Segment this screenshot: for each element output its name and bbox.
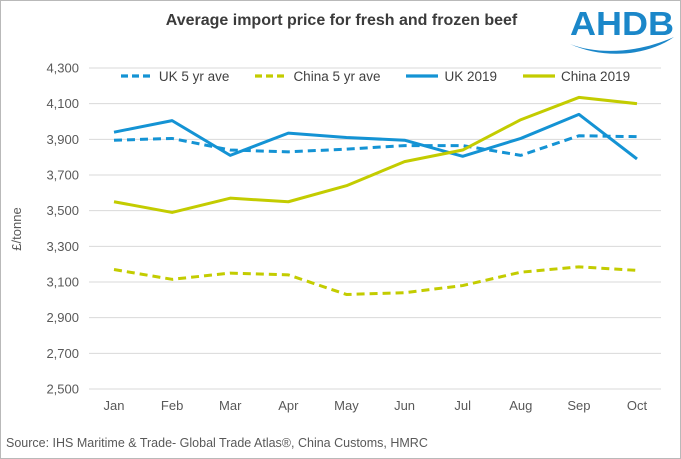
source-note: Source: IHS Maritime & Trade- Global Tra… <box>6 436 428 450</box>
x-tick-label: Jun <box>394 398 415 413</box>
y-tick-label: 3,900 <box>46 132 79 147</box>
y-tick-label: 2,500 <box>46 382 79 397</box>
series-line-uk-5-yr-ave <box>113 134 638 157</box>
legend-item-uk-2019: UK 2019 <box>405 69 497 84</box>
y-tick-label: 4,100 <box>46 96 79 111</box>
legend-item-china-2019: China 2019 <box>522 69 630 84</box>
legend-key-line <box>120 74 153 78</box>
y-tick-label: 3,300 <box>46 239 79 254</box>
x-tick-label: Jan <box>104 398 125 413</box>
chart-title-wrap: Average import price for fresh and froze… <box>1 10 680 31</box>
y-tick-label: 3,500 <box>46 203 79 218</box>
x-tick-label: Oct <box>627 398 648 413</box>
y-axis-title: £/tonne <box>9 207 24 251</box>
y-tick-label: 3,700 <box>46 168 79 183</box>
y-tick-label: 2,700 <box>46 346 79 361</box>
legend-label: China 5 yr ave <box>293 68 381 84</box>
x-tick-label: Feb <box>161 398 183 413</box>
ahdb-logo-graphic: AHDB <box>570 5 674 54</box>
y-tick-label: 4,300 <box>46 61 79 76</box>
ahdb-logo-text: AHDB <box>570 7 674 42</box>
legend-key-line <box>523 74 556 78</box>
legend-key-line <box>406 74 439 78</box>
legend-label: China 2019 <box>561 68 631 84</box>
y-tick-label: 2,900 <box>46 310 79 325</box>
legend-label: UK 2019 <box>444 68 498 84</box>
series-line-uk-2019 <box>113 112 638 161</box>
chart-title: Average import price for fresh and froze… <box>165 12 518 29</box>
legend-item-china-5-yr-ave: China 5 yr ave <box>254 69 380 84</box>
x-tick-label: May <box>334 398 359 413</box>
x-tick-label: Mar <box>219 398 242 413</box>
ahdb-logo: AHDB <box>568 5 676 59</box>
series-line-china-5-yr-ave <box>113 265 638 296</box>
legend-key-line <box>255 74 288 78</box>
x-tick-label: Apr <box>278 398 299 413</box>
x-tick-label: Jul <box>454 398 471 413</box>
legend-item-uk-5-yr-ave: UK 5 yr ave <box>120 68 230 84</box>
series-line-china-2019 <box>113 95 638 214</box>
y-tick-label: 3,100 <box>46 275 79 290</box>
x-tick-label: Sep <box>567 398 590 413</box>
ahdb-logo-swoosh <box>570 37 674 54</box>
legend-label: UK 5 yr ave <box>158 68 230 84</box>
chart-legend: UK 5 yr ave China 5 yr ave UK 2019 China 20… <box>87 65 663 87</box>
x-tick-label: Aug <box>509 398 532 413</box>
